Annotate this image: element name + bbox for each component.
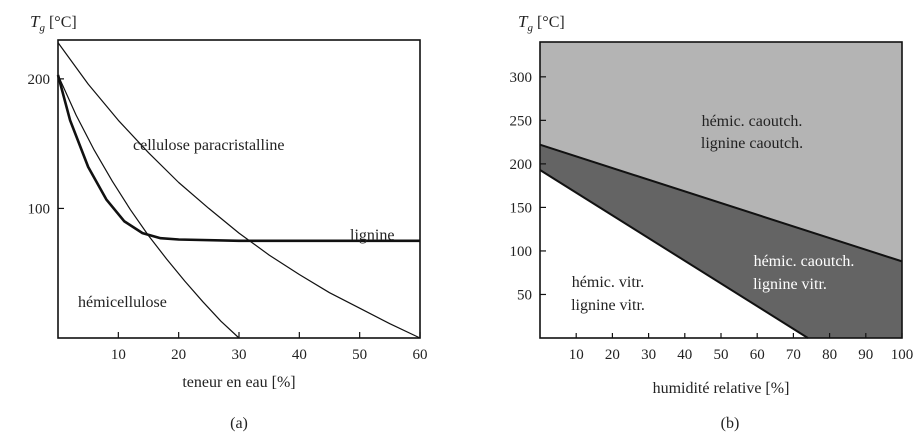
x-tick-label: 20 [605, 347, 620, 363]
series-label-hemicellulose: hémicellulose [78, 294, 167, 311]
y-tick-label: 100 [510, 244, 533, 260]
series-line-cellulose [57, 42, 421, 339]
y-tick-label: 200 [28, 72, 51, 88]
x-tick-label: 100 [891, 347, 914, 363]
x-tick-label: 60 [413, 347, 428, 363]
x-tick-label: 10 [569, 347, 584, 363]
series-line-hemicellulose [57, 74, 240, 339]
series-label-lignine: lignine [350, 227, 394, 244]
boundary-upper [539, 143, 903, 263]
x-tick-label: 10 [111, 347, 126, 363]
panel-b-y-title: Tg [°C] [518, 12, 565, 34]
series-label-cellulose: cellulose paracristalline [133, 137, 284, 154]
series-line-lignine [56, 74, 420, 243]
x-tick-label: 30 [232, 347, 247, 363]
panel-a: Tg [°C] 10 20 30 40 50 60 100 200 cellulose par… [28, 12, 428, 432]
panel-b-x-label: humidité relative [%] [653, 380, 790, 397]
panel-b-regions [539, 42, 903, 339]
panel-a-caption: (a) [230, 415, 248, 432]
x-tick-label: 50 [352, 347, 367, 363]
x-tick-label: 60 [750, 347, 765, 363]
panel-a-y-title: Tg [°C] [30, 12, 77, 34]
y-tick-label: 250 [510, 113, 533, 129]
panel-a-ticks: 10 20 30 40 50 60 100 200 [28, 72, 428, 363]
y-tick-label: 50 [517, 287, 532, 303]
x-tick-label: 80 [822, 347, 837, 363]
region-label-bottom-line1: hémic. vitr. [572, 274, 644, 291]
region-top [540, 42, 902, 262]
panel-a-x-label: teneur en eau [%] [182, 374, 295, 391]
panel-b-ticks: 10 20 30 40 50 60 70 80 90 100 50 100 150 200 250 300 [510, 70, 914, 363]
x-tick-label: 50 [714, 347, 729, 363]
y-tick-label: 200 [510, 157, 533, 173]
region-label-middle-line2: lignine vitr. [753, 276, 827, 293]
y-tick-label: 300 [510, 70, 533, 86]
panel-b-caption: (b) [721, 415, 740, 432]
x-tick-label: 30 [641, 347, 656, 363]
x-tick-label: 70 [786, 347, 801, 363]
x-tick-label: 40 [292, 347, 307, 363]
x-tick-label: 90 [858, 347, 873, 363]
region-label-bottom-line2: lignine vitr. [571, 297, 645, 314]
region-label-middle-line1: hémic. caoutch. [754, 253, 855, 270]
region-label-top-line1: hémic. caoutch. [702, 113, 803, 130]
x-tick-label: 40 [677, 347, 692, 363]
panel-b: Tg [°C] 10 20 30 40 50 60 70 80 90 100 50 100 150 200… [510, 12, 914, 432]
boundary-lower [539, 169, 809, 339]
y-tick-label: 100 [28, 201, 51, 217]
x-tick-label: 20 [171, 347, 186, 363]
y-tick-label: 150 [510, 200, 533, 216]
region-label-top-line2: lignine caoutch. [701, 135, 803, 152]
panel-a-series [56, 42, 421, 339]
region-middle [540, 144, 902, 338]
